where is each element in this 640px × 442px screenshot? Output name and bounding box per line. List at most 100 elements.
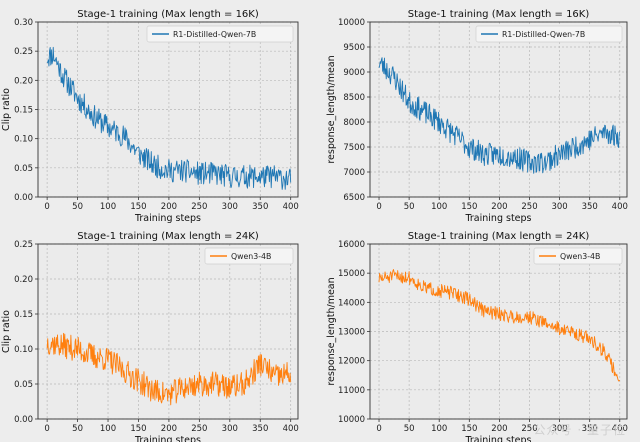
- y-tick-label: 8000: [343, 118, 365, 128]
- x-tick-label: 100: [100, 202, 116, 212]
- x-tick-label: 0: [44, 202, 49, 212]
- x-tick-label: 100: [431, 424, 447, 434]
- y-tick-label: 0.30: [14, 18, 33, 28]
- y-tick-label: 0.00: [14, 415, 33, 425]
- y-axis-label: response_length/mean: [326, 55, 337, 163]
- y-tick-label: 12000: [338, 357, 365, 367]
- y-tick-label: 0.05: [14, 164, 33, 174]
- x-tick-label: 300: [551, 202, 567, 212]
- y-tick-label: 10000: [338, 18, 365, 28]
- series-line: [378, 269, 621, 382]
- y-tick-label: 10000: [338, 415, 365, 425]
- x-tick-label: 0: [376, 424, 381, 434]
- y-tick-label: 0.20: [14, 76, 33, 86]
- y-axis-label: Clip ratio: [1, 310, 12, 353]
- x-tick-label: 0: [376, 202, 381, 212]
- x-tick-label: 200: [491, 202, 507, 212]
- x-tick-label: 400: [612, 424, 628, 434]
- x-tick-label: 300: [551, 424, 567, 434]
- x-tick-label: 50: [404, 424, 415, 434]
- chart-title: Stage-1 training (Max length = 16K): [408, 9, 590, 20]
- x-tick-label: 300: [222, 202, 238, 212]
- x-tick-label: 400: [283, 424, 299, 434]
- legend-label: R1-Distilled-Qwen-7B: [173, 30, 256, 39]
- y-axis-label: response_length/mean: [326, 277, 337, 385]
- legend-label: Qwen3-4B: [560, 252, 600, 261]
- x-tick-label: 350: [252, 202, 268, 212]
- x-tick-label: 250: [521, 424, 537, 434]
- y-tick-label: 0.25: [14, 240, 33, 250]
- y-tick-label: 7000: [343, 168, 365, 178]
- chart-title: Stage-1 training (Max length = 24K): [408, 231, 590, 242]
- x-tick-label: 250: [521, 202, 537, 212]
- chart-title: Stage-1 training (Max length = 16K): [77, 9, 259, 20]
- x-tick-label: 250: [191, 424, 207, 434]
- y-tick-label: 13000: [338, 328, 365, 338]
- x-tick-label: 100: [431, 202, 447, 212]
- x-tick-label: 100: [100, 424, 116, 434]
- x-axis-label: Training steps: [134, 213, 201, 224]
- series-line: [46, 332, 292, 406]
- series-line: [46, 46, 292, 190]
- chart-panel-3: 0 50 100 150 200 250 300 350 400 0.00 0.05 0.10 0.15…: [1, 231, 299, 442]
- x-tick-label: 350: [252, 424, 268, 434]
- x-axis-label: Training steps: [464, 213, 531, 224]
- legend-label: R1-Distilled-Qwen-7B: [502, 30, 585, 39]
- series-line: [378, 57, 621, 174]
- x-tick-label: 200: [491, 424, 507, 434]
- legend-box: [204, 247, 294, 265]
- x-tick-label: 350: [582, 424, 598, 434]
- x-tick-label: 150: [130, 202, 146, 212]
- x-tick-label: 300: [222, 424, 238, 434]
- x-tick-label: 0: [44, 424, 49, 434]
- y-tick-label: 16000: [338, 240, 365, 250]
- y-tick-label: 0.15: [14, 106, 33, 116]
- x-tick-label: 400: [612, 202, 628, 212]
- x-tick-label: 200: [161, 424, 177, 434]
- chart-panel-4: 0 50 100 150 200 250 300 350 400 10000 11000 12000 1…: [326, 231, 628, 442]
- x-tick-label: 50: [404, 202, 415, 212]
- y-tick-label: 0.10: [14, 345, 33, 355]
- y-tick-label: 14000: [338, 298, 365, 308]
- y-tick-label: 0.20: [14, 275, 33, 285]
- plot-area: [370, 22, 627, 197]
- x-tick-label: 50: [72, 424, 83, 434]
- y-tick-label: 0.05: [14, 380, 33, 390]
- y-tick-label: 0.25: [14, 47, 33, 57]
- x-tick-label: 150: [461, 202, 477, 212]
- legend-box: [475, 25, 623, 43]
- y-tick-label: 6500: [343, 193, 365, 203]
- y-tick-label: 0.15: [14, 310, 33, 320]
- x-axis-label: Training steps: [464, 435, 531, 442]
- y-tick-label: 9500: [343, 43, 365, 53]
- x-tick-label: 400: [283, 202, 299, 212]
- x-axis-label: Training steps: [134, 435, 201, 442]
- x-tick-label: 150: [461, 424, 477, 434]
- y-tick-label: 7500: [343, 143, 365, 153]
- x-tick-label: 350: [582, 202, 598, 212]
- x-tick-label: 250: [191, 202, 207, 212]
- y-tick-label: 9000: [343, 68, 365, 78]
- x-tick-label: 150: [130, 424, 146, 434]
- x-tick-label: 200: [161, 202, 177, 212]
- y-tick-label: 15000: [338, 269, 365, 279]
- axes-frame: [37, 21, 299, 198]
- plot-area: [38, 244, 298, 419]
- chart-panel-2: 0 50 100 150 200 250 300 350 400 6500 7000 7500 8000…: [326, 9, 628, 224]
- y-tick-label: 0.00: [14, 193, 33, 203]
- chart-panel-1: 0 50 100 150 200 250 300 350 400 0.00 0.05 0.10 0.15…: [1, 9, 299, 224]
- axes-frame: [37, 243, 299, 420]
- axes-frame: [369, 243, 628, 420]
- watermark: 公众号 · 量子位: [533, 423, 626, 437]
- axes-frame: [369, 21, 628, 198]
- y-tick-label: 8500: [343, 93, 365, 103]
- chart-title: Stage-1 training (Max length = 24K): [77, 231, 259, 242]
- y-axis-label: Clip ratio: [1, 88, 12, 131]
- y-tick-label: 0.10: [14, 135, 33, 145]
- legend-box: [146, 25, 294, 43]
- x-tick-label: 50: [72, 202, 83, 212]
- legend-label: Qwen3-4B: [231, 252, 271, 261]
- y-tick-label: 11000: [338, 386, 365, 396]
- legend-box: [533, 247, 623, 265]
